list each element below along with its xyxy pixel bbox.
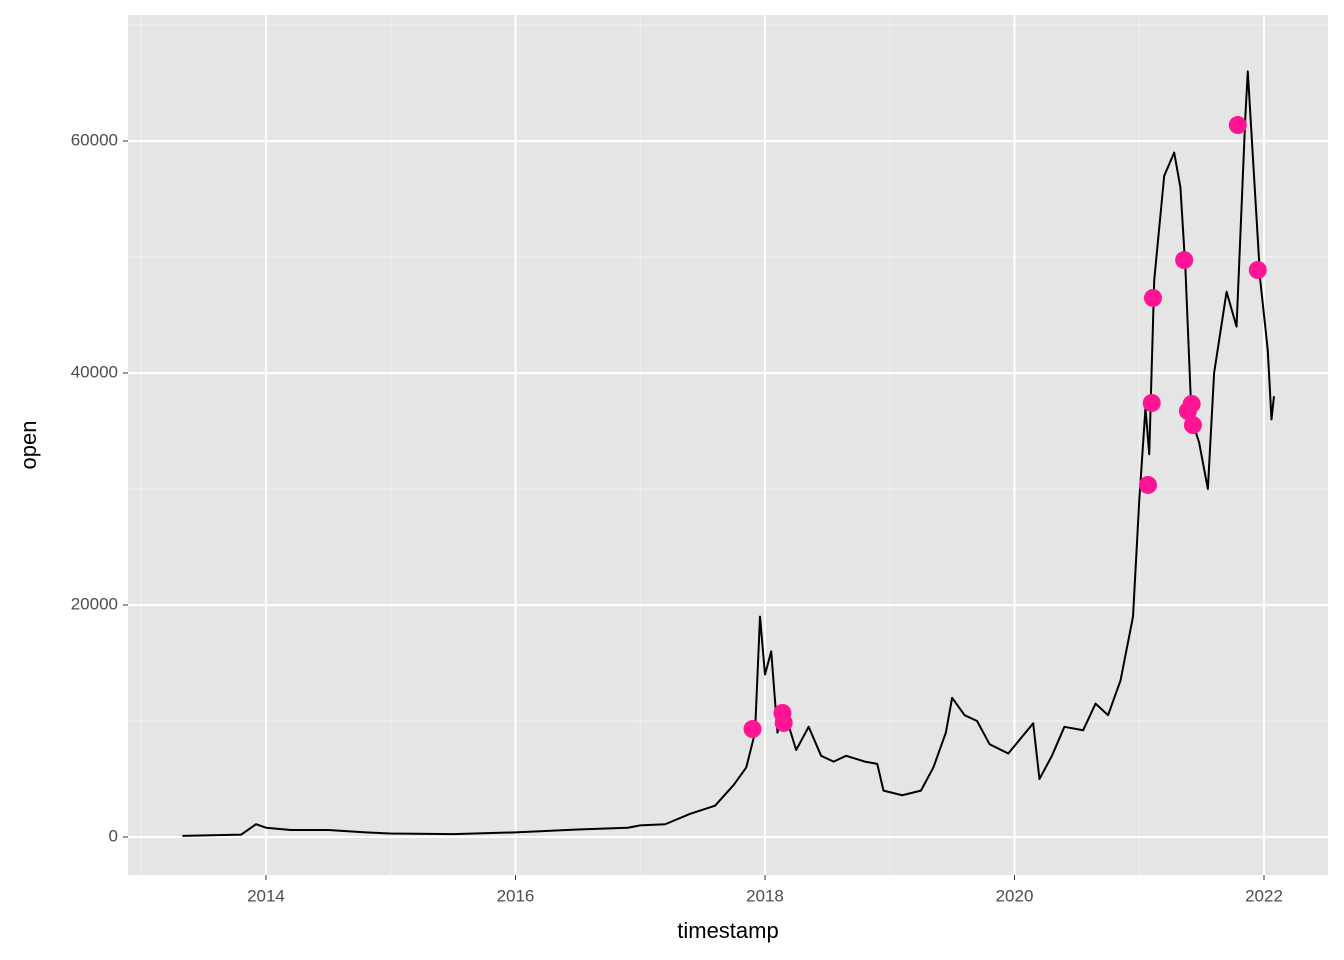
highlight-point: [774, 713, 793, 732]
x-tick-label: 2016: [497, 886, 535, 905]
highlight-point: [1175, 251, 1194, 270]
highlight-point: [1183, 416, 1202, 435]
x-tick-label: 2018: [746, 886, 784, 905]
x-tick-label: 2014: [247, 886, 285, 905]
panel: [128, 15, 1328, 875]
highlight-point: [743, 720, 762, 739]
y-tick-label: 0: [109, 826, 118, 845]
highlight-point: [1143, 288, 1162, 307]
y-tick-label: 60000: [71, 130, 118, 149]
y-tick-label: 40000: [71, 362, 118, 381]
y-tick-label: 20000: [71, 594, 118, 613]
x-axis-title: timestamp: [677, 918, 778, 943]
x-tick-label: 2020: [996, 886, 1034, 905]
highlight-point: [1248, 261, 1267, 280]
highlight-point: [1228, 116, 1247, 135]
highlight-point: [1182, 394, 1201, 413]
x-tick-label: 2022: [1245, 886, 1283, 905]
y-axis-title: open: [16, 421, 41, 470]
highlight-point: [1142, 393, 1161, 412]
highlight-point: [1138, 475, 1157, 494]
